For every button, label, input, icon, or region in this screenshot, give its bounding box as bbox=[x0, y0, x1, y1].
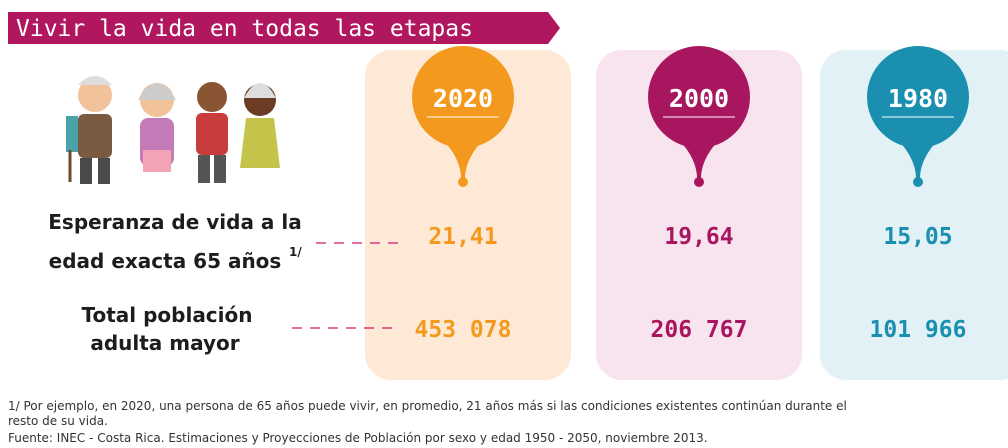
footnote: 1/ Por ejemplo, en 2020, una persona de … bbox=[8, 399, 847, 413]
title: Vivir la vida en todas las etapas bbox=[16, 16, 473, 42]
body: {"header": {"title": "Vivir la vida en t… bbox=[0, 0, 1008, 448]
row-label-line: Esperanza de vida a la bbox=[48, 210, 301, 234]
pin-dot bbox=[913, 177, 923, 187]
year: 2020 bbox=[433, 84, 493, 113]
life-expectancy: 15,05 bbox=[883, 224, 952, 250]
footnote-marker: 1/ bbox=[289, 245, 302, 259]
year: 2000 bbox=[669, 84, 729, 113]
row-label-line: adulta mayor bbox=[90, 331, 239, 355]
footnote: resto de su vida. bbox=[8, 414, 108, 428]
row-label-line: edad exacta 65 años bbox=[49, 249, 282, 273]
source: Fuente: INEC - Costa Rica. Estimaciones … bbox=[8, 431, 708, 445]
pin-dot bbox=[458, 177, 468, 187]
life-expectancy: 21,41 bbox=[428, 224, 497, 250]
year: 1980 bbox=[888, 84, 948, 113]
population: 453 078 bbox=[415, 317, 512, 343]
row-label-line: Total población bbox=[81, 303, 252, 327]
pin-dot bbox=[694, 177, 704, 187]
page: Vivir la vida en todas las etapas html, … bbox=[0, 0, 1008, 448]
people-illustration bbox=[66, 76, 280, 184]
population: 101 966 bbox=[870, 317, 967, 343]
infographic: Vivir la vida en todas las etapas Espera… bbox=[0, 0, 1008, 448]
life-expectancy: 19,64 bbox=[664, 224, 733, 250]
population: 206 767 bbox=[651, 317, 748, 343]
